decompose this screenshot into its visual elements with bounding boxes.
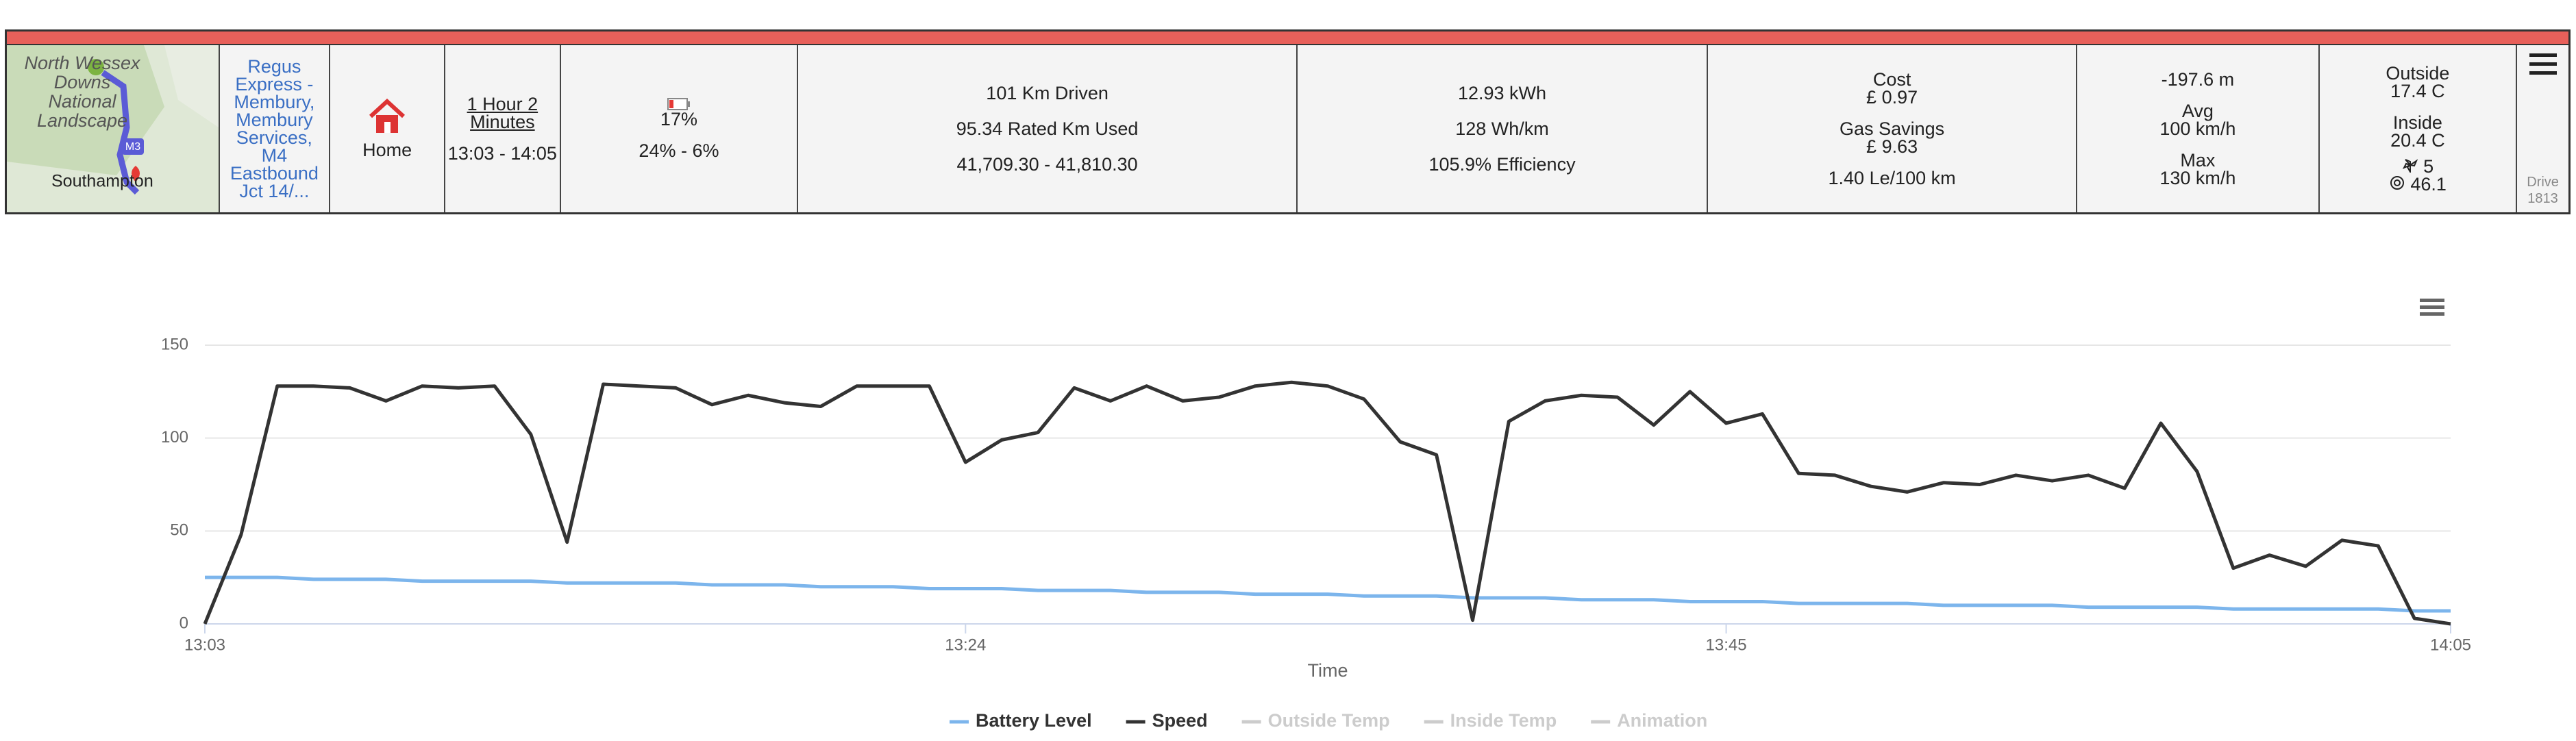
max-label: Max: [2180, 150, 2216, 171]
max-speed: 130 km/h: [2159, 168, 2236, 188]
city-label: Southampton: [51, 172, 153, 191]
menu-icon[interactable]: [2528, 51, 2558, 78]
map[interactable]: M3 North Wessex Downs National Landscape…: [7, 45, 219, 212]
map-cell[interactable]: M3 North Wessex Downs National Landscape…: [7, 45, 220, 212]
fan-icon: [2402, 159, 2418, 175]
battery-icon: [667, 98, 690, 110]
series-line: [203, 380, 2451, 626]
legend-label: Speed: [1152, 710, 1208, 731]
legend-item[interactable]: Battery Level: [950, 710, 1092, 731]
consumption: 128 Wh/km: [1455, 118, 1549, 139]
x-axis-title: Time: [1308, 660, 1348, 681]
legend-item-hidden[interactable]: Outside Temp: [1241, 710, 1390, 731]
speed-cell: -197.6 m Avg 100 km/h Max 130 km/h: [2077, 45, 2320, 212]
elevation: -197.6 m: [2161, 69, 2235, 90]
cost-cell: Cost £ 0.97 Gas Savings £ 9.63 1.40 Le/1…: [1708, 45, 2078, 212]
home-icon: [369, 99, 406, 133]
fan: 5: [2423, 156, 2434, 177]
drive-id: 1813: [2527, 191, 2558, 206]
road-label: M3: [125, 141, 140, 153]
legend-label: Animation: [1617, 710, 1707, 731]
y-tick-label: 150: [161, 335, 188, 353]
target-icon: [2390, 176, 2404, 190]
drive-cell: Drive 1813: [2517, 45, 2568, 212]
legend-label: Inside Temp: [1450, 710, 1557, 731]
time-range: 13:03 - 14:05: [447, 143, 557, 164]
outside-label: Outside: [2386, 63, 2450, 84]
drive-label: Drive: [2527, 175, 2559, 190]
status-bar: [7, 32, 2568, 45]
savings-label: Gas Savings: [1840, 118, 1945, 139]
gas-equivalent: 1.40 Le/100 km: [1828, 168, 1956, 188]
series-line: [205, 575, 2451, 613]
inside-label: Inside: [2392, 112, 2442, 133]
climate-cell: Outside 17.4 C Inside 20.4 C 5 46.1: [2320, 45, 2518, 212]
legend-label: Battery Level: [976, 710, 1092, 731]
outside-temp: 17.4 C: [2390, 81, 2445, 101]
battery-cell: 17% 24% - 6%: [561, 45, 799, 212]
battery-range: 24% - 6%: [639, 140, 719, 161]
odometer: 41,709.30 - 41,810.30: [956, 154, 1138, 175]
x-tick-label: 14:05: [2430, 636, 2471, 654]
fan-row: 5: [2402, 156, 2434, 177]
inside-temp: 20.4 C: [2390, 130, 2445, 151]
distance-cell: 101 Km Driven 95.34 Rated Km Used 41,709…: [798, 45, 1298, 212]
destination-cell[interactable]: Regus Express - Membury, Membury Service…: [220, 45, 331, 212]
trip-cells: M3 North Wessex Downs National Landscape…: [7, 45, 2568, 212]
target: 46.1: [2410, 174, 2447, 194]
legend-item[interactable]: Speed: [1126, 710, 1208, 731]
energy-cell: 12.93 kWh 128 Wh/km 105.9% Efficiency: [1298, 45, 1709, 212]
duration-cell: 1 Hour 2 Minutes 13:03 - 14:05: [445, 45, 561, 212]
rated-used: 95.34 Rated Km Used: [956, 118, 1139, 139]
avg-speed: 100 km/h: [2159, 118, 2236, 139]
efficiency: 105.9% Efficiency: [1428, 154, 1576, 175]
energy: 12.93 kWh: [1457, 83, 1547, 103]
region-label: North Wessex Downs National Landscape: [24, 53, 140, 131]
target-row: 46.1: [2389, 174, 2447, 194]
duration[interactable]: 1 Hour 2 Minutes: [467, 94, 538, 132]
destination-link[interactable]: Regus Express - Membury, Membury Service…: [230, 56, 319, 201]
cost: £ 0.97: [1866, 87, 1918, 108]
origin-cell: Home: [330, 45, 445, 212]
battery-now: 17%: [660, 109, 697, 129]
savings: £ 9.63: [1866, 136, 1918, 157]
chart-menu[interactable]: [2420, 299, 2444, 316]
avg-label: Avg: [2181, 101, 2214, 121]
cost-label: Cost: [1872, 69, 1911, 90]
legend-item-hidden[interactable]: Inside Temp: [1424, 710, 1557, 731]
y-tick-label: 50: [170, 521, 188, 540]
distance: 101 Km Driven: [986, 83, 1109, 103]
origin: Home: [362, 140, 412, 160]
x-tick-label: 13:03: [184, 636, 225, 654]
x-tick-label: 13:24: [945, 636, 986, 654]
x-tick-label: 13:45: [1706, 636, 1747, 654]
y-tick-label: 0: [179, 614, 188, 632]
trip-summary: M3 North Wessex Downs National Landscape…: [5, 29, 2571, 214]
y-tick-label: 100: [161, 428, 188, 447]
legend-item-hidden[interactable]: Animation: [1591, 710, 1707, 731]
legend-label: Outside Temp: [1268, 710, 1390, 731]
